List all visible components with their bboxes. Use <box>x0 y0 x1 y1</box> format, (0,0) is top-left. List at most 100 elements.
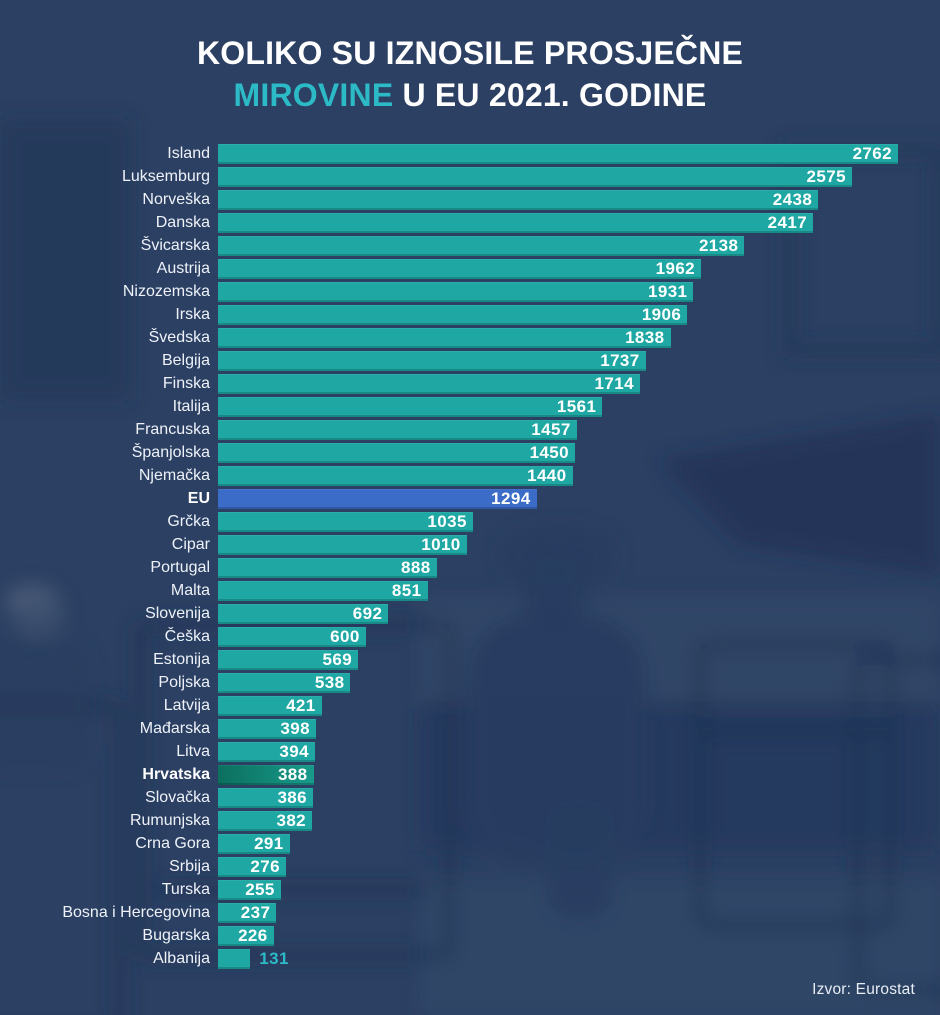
bar-normal: 1010 <box>218 534 467 555</box>
bar-track: 1010 <box>218 534 898 555</box>
bar-value: 1450 <box>529 443 569 462</box>
bar-value: 398 <box>280 719 310 738</box>
bar-eu: 1294 <box>218 488 537 509</box>
bar-row: Poljska 538 <box>0 671 940 694</box>
bar-normal: 386 <box>218 787 314 808</box>
country-label: Austrija <box>156 259 210 277</box>
country-label: Francuska <box>135 420 210 438</box>
country-label: Turska <box>161 880 210 898</box>
bar-row: Srbija 276 <box>0 855 940 878</box>
bar-row: Norveška 2438 <box>0 188 940 211</box>
bar-value: 382 <box>276 811 307 830</box>
country-label: Rumunjska <box>129 811 210 829</box>
country-label: Nizozemska <box>122 282 210 300</box>
bar-row: Latvija 421 <box>0 694 940 717</box>
title-line2-rest: U EU 2021. GODINE <box>393 76 707 113</box>
bar-track: 538 <box>218 672 898 693</box>
bar-track: 291 <box>218 833 898 854</box>
bar-track: 255 <box>218 879 898 900</box>
bar-value: 276 <box>250 857 280 876</box>
bar-value: 386 <box>277 788 308 807</box>
bar-normal: 1906 <box>218 304 688 325</box>
bar-value: 538 <box>314 673 345 692</box>
bar-value: 600 <box>330 627 360 646</box>
country-label: Poljska <box>158 673 210 691</box>
bar-track: 1457 <box>218 419 898 440</box>
bar-normal: 1450 <box>218 442 575 463</box>
bar-track: 1450 <box>218 442 898 463</box>
bar-row: Finska 1714 <box>0 372 940 395</box>
bar-normal: 394 <box>218 741 315 762</box>
bar-normal: 569 <box>218 649 359 670</box>
bar-row: Slovačka 386 <box>0 786 940 809</box>
country-label: EU <box>187 489 210 507</box>
bar-row: Luksemburg 2575 <box>0 165 940 188</box>
country-label: Luksemburg <box>121 167 210 185</box>
bar-track: 692 <box>218 603 898 624</box>
bar-value: 851 <box>391 581 422 600</box>
bar-normal: 1714 <box>218 373 640 394</box>
bar-track: 1714 <box>218 373 898 394</box>
bar-row: Španjolska 1450 <box>0 441 940 464</box>
bar-value: 421 <box>286 696 316 715</box>
bar-value: 1906 <box>641 305 682 324</box>
bar-normal: 1931 <box>218 281 694 302</box>
bar-track: 394 <box>218 741 898 762</box>
bar-track: 2575 <box>218 166 898 187</box>
bar-value: 1440 <box>527 466 567 485</box>
bar-normal: 1035 <box>218 511 473 532</box>
bar-normal: 1838 <box>218 327 671 348</box>
bar-value: 1737 <box>600 351 640 370</box>
bar-normal: 291 <box>218 833 290 854</box>
country-label: Italija <box>172 397 210 415</box>
bar-track: 2438 <box>218 189 898 210</box>
country-label: Slovenija <box>145 604 210 622</box>
bar-row: Bugarska 226 <box>0 924 940 947</box>
bar-value: 1010 <box>421 535 461 554</box>
bar-row: Italija 1561 <box>0 395 940 418</box>
bar-row: EU 1294 <box>0 487 940 510</box>
bar-normal: 888 <box>218 557 437 578</box>
title-line1: KOLIKO SU IZNOSILE PROSJEČNE <box>196 35 744 71</box>
bar-row: Nizozemska 1931 <box>0 280 940 303</box>
bar-track: 569 <box>218 649 898 670</box>
bar-row: Njemačka 1440 <box>0 464 940 487</box>
country-label: Belgija <box>161 351 210 369</box>
bar-value: 1931 <box>647 282 688 301</box>
bar-normal: 255 <box>218 879 281 900</box>
title-highlight: MIROVINE <box>233 76 394 113</box>
bar-normal: 692 <box>218 603 389 624</box>
bar-track: 226 <box>218 925 898 946</box>
bar-row: Rumunjska 382 <box>0 809 940 832</box>
bar-row: Bosna i Hercegovina 237 <box>0 901 940 924</box>
bar-value: 692 <box>352 604 383 623</box>
bar-row: Mađarska 398 <box>0 717 940 740</box>
bar-track: 1906 <box>218 304 898 325</box>
bar-track: 237 <box>218 902 898 923</box>
bar-croatia: 388 <box>218 764 314 785</box>
country-label: Mađarska <box>139 719 210 737</box>
bar-normal: 2138 <box>218 235 745 256</box>
bar-track: 851 <box>218 580 898 601</box>
bar-row: Slovenija 692 <box>0 602 940 625</box>
bar-row: Crna Gora 291 <box>0 832 940 855</box>
bar-track: 386 <box>218 787 898 808</box>
bar-row: Portugal 888 <box>0 556 940 579</box>
country-label: Latvija <box>163 696 210 714</box>
bar-normal: 600 <box>218 626 366 647</box>
bar-row: Švedska 1838 <box>0 326 940 349</box>
bar-track: 2417 <box>218 212 898 233</box>
bar-row: Francuska 1457 <box>0 418 940 441</box>
bar-normal: 538 <box>218 672 351 693</box>
bar-value: 1838 <box>625 328 665 347</box>
bar-normal: 276 <box>218 856 286 877</box>
country-label: Bugarska <box>142 926 210 944</box>
bar-normal: 1737 <box>218 350 646 371</box>
country-label: Irska <box>175 305 210 323</box>
page-title: KOLIKO SU IZNOSILE PROSJEČNE MIROVINE U … <box>0 0 940 116</box>
bar-row: Grčka 1035 <box>0 510 940 533</box>
bar-track: 1440 <box>218 465 898 486</box>
bar-normal: 226 <box>218 925 274 946</box>
bar-normal: 1440 <box>218 465 573 486</box>
